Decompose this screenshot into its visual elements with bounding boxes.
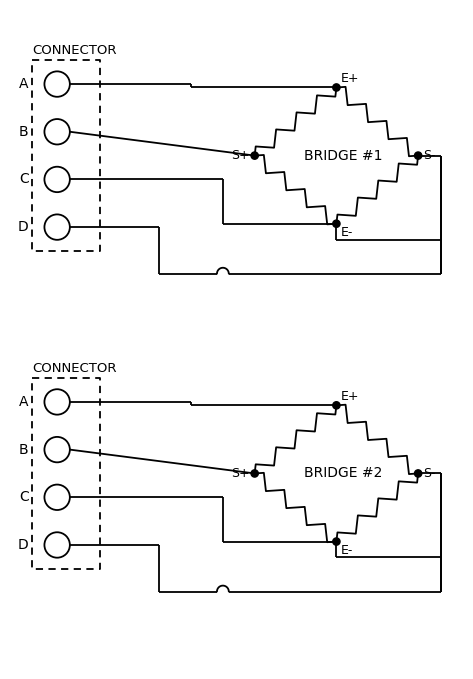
Text: E-: E-	[341, 544, 353, 557]
Text: E+: E+	[341, 390, 359, 403]
Text: BRIDGE #1: BRIDGE #1	[304, 149, 383, 162]
Text: BRIDGE #2: BRIDGE #2	[304, 466, 382, 481]
Circle shape	[251, 152, 258, 160]
Circle shape	[333, 402, 340, 409]
Text: E-: E-	[341, 226, 353, 239]
Text: S+: S+	[231, 467, 250, 480]
Text: D: D	[18, 220, 28, 234]
Circle shape	[251, 470, 258, 477]
Text: A: A	[19, 395, 28, 409]
Circle shape	[414, 152, 422, 160]
Text: C: C	[19, 172, 28, 187]
Text: S-: S-	[423, 149, 435, 162]
Text: S-: S-	[423, 467, 435, 480]
Text: B: B	[19, 125, 28, 139]
Text: B: B	[19, 443, 28, 456]
Text: CONNECTOR: CONNECTOR	[32, 362, 117, 375]
Text: A: A	[19, 77, 28, 91]
Text: C: C	[19, 490, 28, 504]
Circle shape	[333, 538, 340, 545]
Text: S+: S+	[231, 149, 250, 162]
Circle shape	[333, 84, 340, 91]
Text: E+: E+	[341, 72, 359, 86]
Text: CONNECTOR: CONNECTOR	[32, 44, 117, 57]
Circle shape	[333, 220, 340, 227]
Circle shape	[414, 470, 422, 477]
Text: D: D	[18, 538, 28, 552]
